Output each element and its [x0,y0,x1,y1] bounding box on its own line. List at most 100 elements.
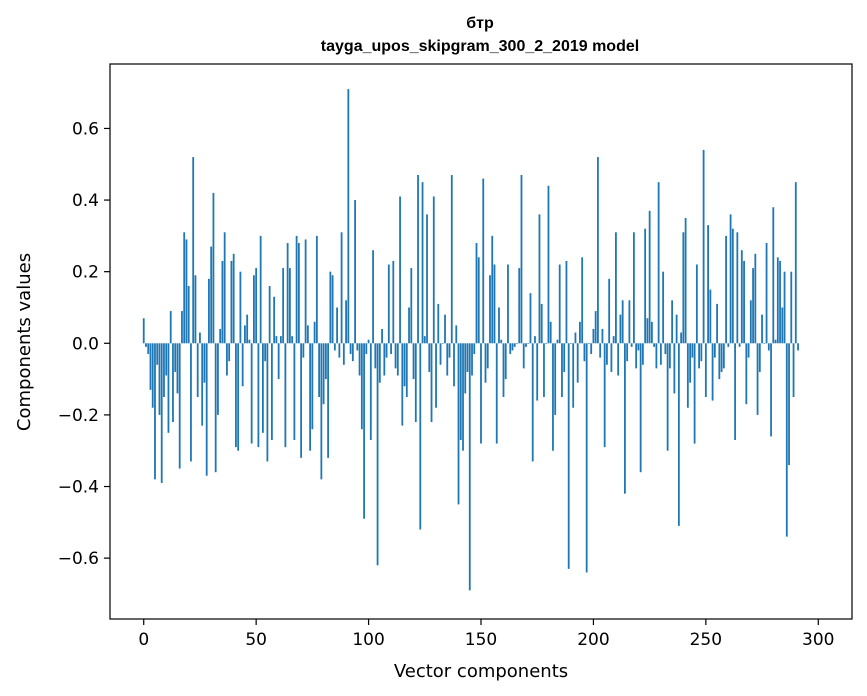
bar [423,336,426,344]
bar [246,314,249,344]
bar [462,343,464,451]
bar [480,343,482,444]
bar [457,343,460,505]
bar [513,343,516,347]
bar [235,343,237,448]
x-tick-label: 250 [690,630,722,650]
bar [788,343,790,466]
x-axis-label: Vector components [394,661,568,682]
bar [491,235,494,344]
bar [484,343,487,383]
bar [552,343,554,451]
bar [691,343,694,358]
bar [680,332,683,344]
bar [615,232,617,344]
bar [324,343,327,380]
bar [311,343,314,430]
bar [749,300,752,344]
bar [520,175,523,344]
bar [259,235,262,344]
bar [563,343,566,372]
bar [279,336,282,344]
bar [693,343,696,444]
bar [342,343,345,365]
bar [208,278,210,344]
bar [336,307,338,344]
bar [214,343,217,473]
bar [567,343,570,569]
bar [641,343,644,365]
bar [592,328,595,344]
bar [621,300,624,344]
bar [727,343,730,347]
bar [288,268,291,344]
bar [547,185,550,344]
bar [639,343,642,473]
bar [565,260,568,344]
bar [351,343,354,362]
bar [360,343,363,430]
bar [408,307,410,344]
bar [579,321,581,344]
bar [561,343,563,397]
bar [178,343,181,469]
bar [147,343,150,355]
bar [183,232,186,344]
bar [731,228,734,344]
bar [291,336,294,344]
bar [160,343,163,483]
bar [601,328,604,344]
y-tick-label: 0.0 [72,334,99,354]
bar [174,343,177,372]
bar [437,303,440,344]
bar [320,343,323,480]
y-tick-label: −0.2 [58,406,99,426]
bar [345,300,347,344]
bar [594,311,597,344]
bar [720,343,723,372]
bar [718,343,721,380]
bar [244,325,246,344]
x-axis-ticks: 0 50 100 150 200 250 300 [138,619,834,650]
bar [668,343,671,369]
bar [734,343,736,440]
bar [441,343,444,344]
bar [426,214,428,344]
bar [635,343,638,369]
bar [554,343,557,415]
bar [657,182,660,344]
bar [417,175,419,344]
bar [468,343,471,591]
bar [522,343,525,369]
bar [212,192,215,344]
bar [475,243,478,344]
bar [277,343,280,380]
bar [396,343,399,376]
bar [659,343,662,365]
x-tick-label: 200 [577,630,609,650]
bar [500,339,503,344]
bar [644,228,647,344]
bar [504,343,507,380]
bar [707,225,709,344]
bar [630,343,633,347]
bar [695,264,698,344]
bar [556,339,559,344]
bar [273,296,276,344]
bar [264,343,267,362]
bar [419,343,422,530]
bar [196,343,199,397]
bar [704,343,707,397]
bar [489,275,491,344]
bar [752,268,754,344]
bar [763,343,766,344]
bar [664,343,667,355]
bar [448,343,451,358]
bar [603,343,606,448]
bar [154,343,156,480]
bar [309,343,312,451]
bar [300,343,303,458]
bar [637,343,640,351]
bar [486,343,489,369]
bar [248,339,251,344]
